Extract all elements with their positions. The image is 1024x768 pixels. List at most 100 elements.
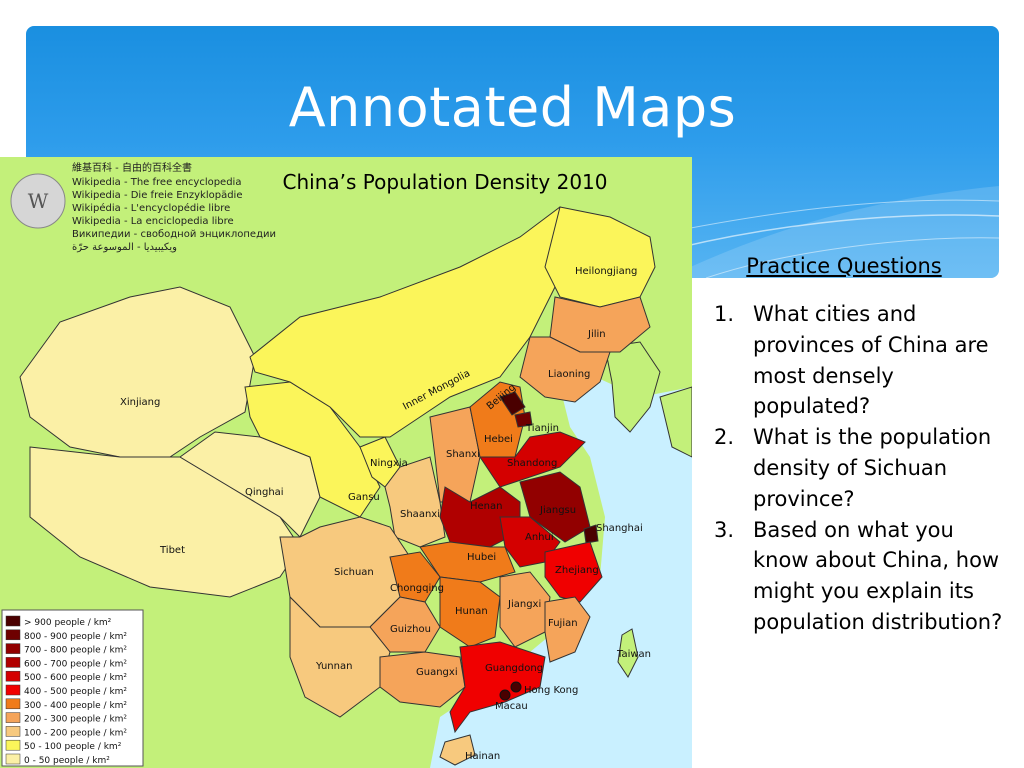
legend-swatch xyxy=(5,684,21,696)
legend-swatch xyxy=(5,657,21,668)
macau-marker xyxy=(499,689,511,701)
label-chongqing: Chongqing xyxy=(390,583,444,594)
svg-text:Википедии - свободной энциклоп: Википедии - свободной энциклопедии xyxy=(72,229,276,240)
legend-label: 50 - 100 people / km² xyxy=(24,742,122,752)
label-fujian: Fujian xyxy=(548,618,578,629)
label-guangxi: Guangxi xyxy=(416,667,458,678)
legend-swatch xyxy=(5,670,21,682)
region-inner-mongolia xyxy=(249,206,581,438)
question-text: What is the population density of Sichua… xyxy=(753,425,992,511)
svg-text:Wikipédia - L'encyclopédie lib: Wikipédia - L'encyclopédie libre xyxy=(72,202,230,214)
label-xinjiang: Xinjiang xyxy=(120,397,160,408)
label-heilongjiang: Heilongjiang xyxy=(575,266,637,277)
legend-label: 200 - 300 people / km² xyxy=(24,715,127,725)
label-qinghai: Qinghai xyxy=(245,487,284,498)
japan-land xyxy=(659,386,692,458)
question-number: 2. xyxy=(714,425,735,450)
label-anhui: Anhui xyxy=(525,532,554,543)
wikipedia-caption: 維基百科 - 自由的百科全書 Wikipedia - The free ency… xyxy=(72,161,276,253)
label-zhejiang: Zhejiang xyxy=(555,565,599,576)
region-guangxi xyxy=(379,651,466,708)
map-svg: W 維基百科 - 自由的百科全書 Wikipedia - The free en… xyxy=(1,161,692,768)
label-liaoning: Liaoning xyxy=(548,369,590,380)
korea-land xyxy=(604,341,661,433)
map-title: China’s Population Density 2010 xyxy=(283,170,608,194)
label-hebei: Hebei xyxy=(484,434,513,445)
label-shanghai: Shanghai xyxy=(596,523,643,534)
label-tibet: Tibet xyxy=(159,545,185,556)
legend-label: 100 - 200 people / km² xyxy=(24,728,127,738)
region-shandong xyxy=(479,431,586,488)
label-macau: Macau xyxy=(495,701,528,712)
legend-label: 0 - 50 people / km² xyxy=(24,756,110,766)
legend-swatch xyxy=(5,629,21,641)
legend-swatch xyxy=(5,726,21,737)
label-shandong: Shandong xyxy=(507,458,557,469)
legend-label: 300 - 400 people / km² xyxy=(24,701,127,711)
question-number: 3. xyxy=(714,517,735,542)
label-guizhou: Guizhou xyxy=(390,624,431,635)
legend-label: 700 - 800 people / km² xyxy=(24,646,127,656)
label-hainan: Hainan xyxy=(465,751,500,762)
question-text: What cities and provinces of China are m… xyxy=(753,302,989,419)
region-shaanxi xyxy=(384,456,446,548)
label-jiangxi: Jiangxi xyxy=(507,599,541,610)
svg-text:Wikipedia - Die freie Enzyklop: Wikipedia - Die freie Enzyklopädie xyxy=(72,190,242,201)
svg-text:維基百科 - 自由的百科全書: 維基百科 - 自由的百科全書 xyxy=(72,161,192,174)
question-item: 3. Based on what you know about China, ho… xyxy=(706,515,1006,638)
svg-text:W: W xyxy=(28,189,49,213)
label-yunnan: Yunnan xyxy=(315,661,352,672)
label-tianjin: Tianjin xyxy=(525,423,559,434)
hong-kong-marker xyxy=(510,681,522,693)
legend-swatch xyxy=(5,643,21,654)
region-guangdong xyxy=(449,641,546,734)
region-heilongjiang xyxy=(544,206,656,308)
map-legend: > 900 people / km² 800 - 900 people / km²… xyxy=(1,609,144,767)
label-henan: Henan xyxy=(470,501,502,512)
slide-title: Annotated Maps xyxy=(288,76,737,139)
region-xinjiang xyxy=(19,286,256,458)
label-gansu: Gansu xyxy=(348,492,380,503)
svg-text:Wikipedia - The free encyclope: Wikipedia - The free encyclopedia xyxy=(72,177,241,188)
region-hunan xyxy=(439,576,501,648)
region-tianjin xyxy=(514,411,533,428)
question-number: 1. xyxy=(714,302,735,326)
taiwan-land xyxy=(617,628,639,678)
question-list: 1. What cities and provinces of China are… xyxy=(706,299,1006,638)
legend-swatch xyxy=(5,753,21,765)
label-jilin: Jilin xyxy=(587,329,606,340)
label-shaanxi: Shaanxi xyxy=(400,509,440,520)
label-hong-kong: Hong Kong xyxy=(524,685,578,696)
region-shanghai xyxy=(583,524,599,544)
legend-swatch xyxy=(5,712,21,723)
china-population-map: W 維基百科 - 自由的百科全書 Wikipedia - The free en… xyxy=(0,157,692,768)
practice-questions-panel: Practice Questions 1. What cities and pro… xyxy=(706,254,1006,638)
label-hunan: Hunan xyxy=(455,606,488,617)
svg-text:ويكيبيديا - الموسوعة حرّة: ويكيبيديا - الموسوعة حرّة xyxy=(72,242,177,253)
legend-swatch xyxy=(5,615,21,627)
legend-label: 600 - 700 people / km² xyxy=(24,659,127,669)
question-item: 1. What cities and provinces of China are… xyxy=(706,299,1006,422)
label-ningxia: Ningxia xyxy=(370,458,408,469)
label-shanxi: Shanxi xyxy=(446,449,480,460)
legend-label: 800 - 900 people / km² xyxy=(24,632,127,642)
label-jiangsu: Jiangsu xyxy=(539,505,576,516)
wikipedia-globe-icon: W xyxy=(10,173,66,229)
practice-questions-heading: Practice Questions xyxy=(746,254,942,278)
legend-swatch xyxy=(5,739,21,751)
region-beijing xyxy=(499,391,526,416)
region-chongqing xyxy=(389,551,441,603)
label-guangdong: Guangdong xyxy=(485,663,543,674)
legend-swatch xyxy=(5,698,21,710)
question-text: Based on what you know about China, how … xyxy=(753,517,1003,634)
label-taiwan: Taiwan xyxy=(616,649,651,660)
label-hubei: Hubei xyxy=(467,552,496,563)
svg-text:Wikipedia - La enciclopedia li: Wikipedia - La enciclopedia libre xyxy=(72,216,234,227)
legend-label: 500 - 600 people / km² xyxy=(24,673,127,683)
region-liaoning xyxy=(519,336,611,403)
region-fujian xyxy=(544,596,591,663)
region-zhejiang xyxy=(544,541,603,603)
question-item: 2. What is the population density of Sich… xyxy=(706,422,1006,514)
label-sichuan: Sichuan xyxy=(334,567,374,578)
legend-label: 400 - 500 people / km² xyxy=(24,687,127,697)
